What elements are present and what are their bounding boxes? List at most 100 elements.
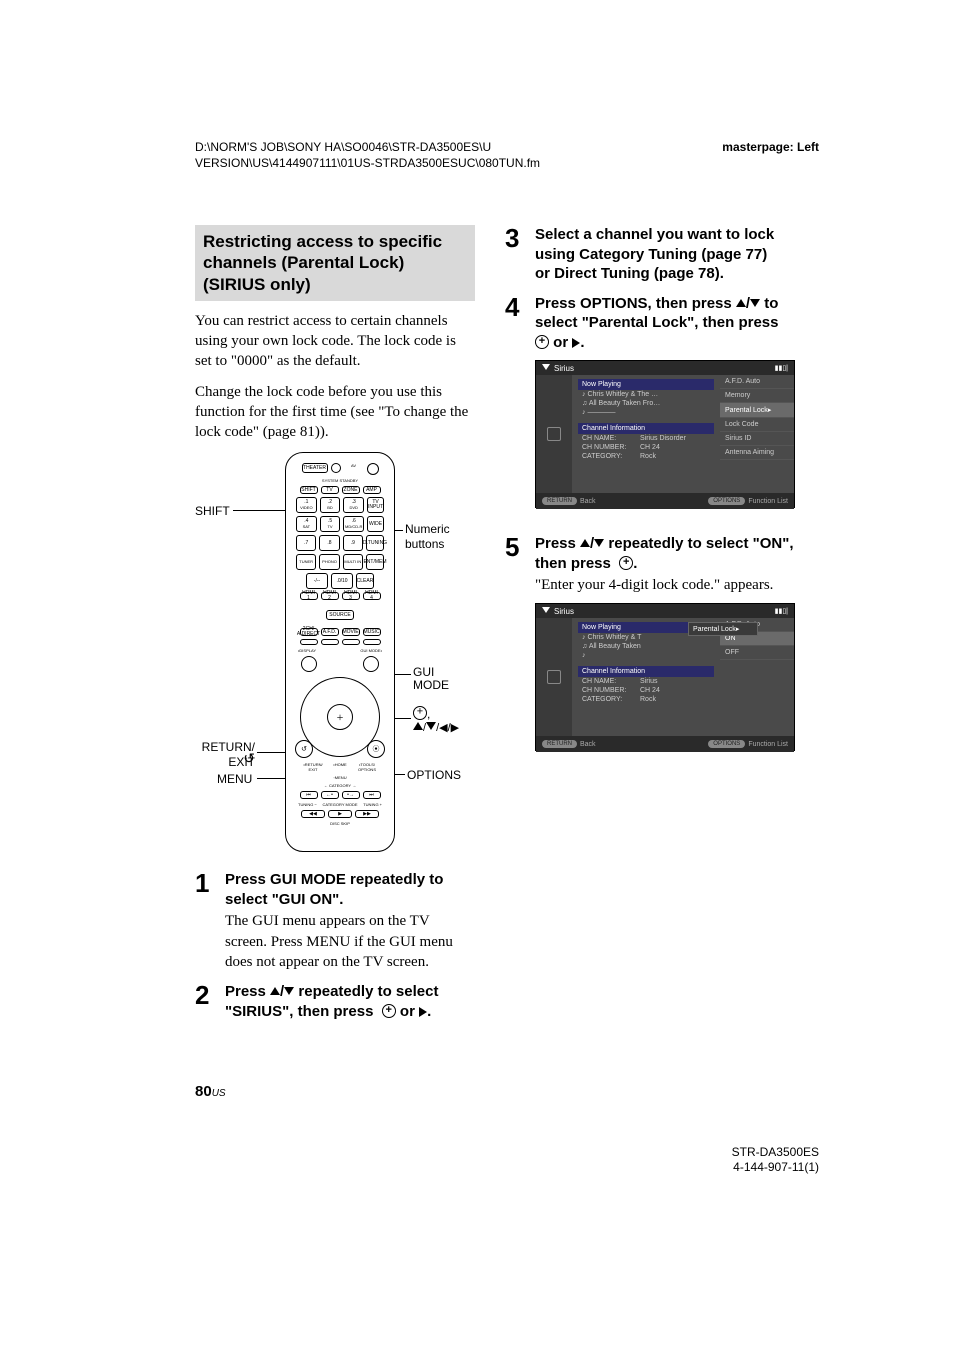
av-label: AV	[344, 463, 364, 475]
remote-body: THEATER AV SYSTEM STANDBY SHIFT TV ZONE …	[285, 452, 395, 852]
hdmi2-button: HDMI 2	[321, 592, 339, 600]
enter-icon	[382, 1004, 396, 1018]
num-2-button: .2BD	[320, 497, 341, 513]
step-3: 3 Select a channel you want to lock usin…	[505, 225, 785, 284]
catmode-label: CATEGORY MODE	[322, 802, 357, 807]
return-pill: RETURN	[542, 740, 577, 748]
source-button: SOURCE	[326, 610, 354, 620]
right-arrow-icon	[419, 1007, 427, 1017]
ch-name-row: CH NAME:Sirius	[578, 677, 714, 686]
osd-menu: A.F.D. Auto Memory Parental Lock▸ Lock C…	[720, 375, 794, 493]
callout-numeric: Numeric buttons	[405, 522, 475, 551]
footer-model: STR-DA3500ES 4-144-907-11(1)	[732, 1145, 819, 1176]
intro-para-1: You can restrict access to certain chann…	[195, 311, 475, 372]
entmem-button: ENT/MEM	[366, 554, 384, 570]
step-number: 1	[195, 870, 215, 972]
np-blank: ♪ ————	[578, 408, 714, 417]
step-number: 5	[505, 534, 525, 751]
callout-line	[393, 674, 411, 675]
ch-cat-row: CATEGORY:Rock	[578, 695, 714, 704]
ffw-button: •→	[342, 791, 360, 799]
num-1-button: .1VIDEO	[296, 497, 317, 513]
osd-afd-label: A.F.D. Auto	[720, 375, 794, 389]
theater-button: THEATER	[302, 463, 328, 473]
step-4-head: Press OPTIONS, then press / to select "P…	[535, 294, 795, 353]
discskip-label: DISC SKIP	[330, 821, 350, 826]
rew-button: ←•	[321, 791, 339, 799]
down-arrow-icon	[594, 539, 604, 547]
hdmi3-button: HDMI 3	[342, 592, 360, 600]
antenna-icon	[542, 364, 550, 372]
num-dash-button: -/--	[306, 573, 328, 589]
amp-button: AMP	[363, 486, 381, 494]
ch-info-header: Channel Information	[578, 423, 714, 434]
system-standby-label: SYSTEM STANDBY	[296, 478, 384, 483]
np-artist: ♪ Chris Whitley & The …	[578, 390, 714, 399]
osd-screenshot-1: Sirius ▮▮▯| Now Playing ♪ Chris Whitley …	[535, 360, 795, 508]
step-number: 3	[505, 225, 525, 284]
antenna-icon	[542, 607, 550, 615]
osd-titlebar: Sirius ▮▮▯|	[536, 604, 794, 618]
osd-footer: RETURN Back OPTIONS Function List	[536, 493, 794, 509]
page-number: 80US	[195, 1083, 226, 1100]
osd-left-rail	[536, 618, 572, 736]
tuning-minus-label: TUNING −	[298, 802, 317, 807]
return-exit-label: •RETURN/EXIT	[298, 762, 328, 772]
menu-antenna: Antenna Aiming	[720, 446, 794, 460]
2ch-button: 2CH/ A.DIRECT	[300, 628, 318, 636]
osd-left-rail	[536, 375, 572, 493]
tools-options-label: •TOOLS/OPTIONS	[352, 762, 382, 772]
func-label: Function List	[748, 741, 788, 748]
enter-icon	[535, 335, 549, 349]
enter-button: +	[327, 704, 353, 730]
phono-button: PHONO	[319, 554, 339, 570]
rewind-button: ◀◀	[301, 810, 325, 818]
step-number: 2	[195, 982, 215, 1021]
num-4-button: .4SAT	[296, 516, 317, 532]
menu-lock-code: Lock Code	[720, 418, 794, 432]
menu-parental-lock: Parental Lock▸	[720, 403, 794, 418]
back-label: Back	[580, 741, 596, 748]
tvinput-button: TV INPUT	[367, 497, 384, 513]
ch-info-header: Channel Information	[578, 666, 714, 677]
rail-icon	[547, 427, 561, 441]
display-label: •DISPLAY	[298, 648, 316, 653]
osd-title: Sirius	[554, 364, 574, 373]
menu-sirius-id: Sirius ID	[720, 432, 794, 446]
now-playing-header: Now Playing	[578, 379, 714, 390]
dtuning-button: D.TUNING	[366, 535, 384, 551]
menu-label: ◦MENU	[333, 775, 346, 780]
ch-name-row: CH NAME:Sirius Disorder	[578, 434, 714, 443]
func-label: Function List	[748, 498, 788, 505]
callout-options: OPTIONS	[407, 768, 461, 782]
num-9-button: .9	[343, 535, 363, 551]
section-heading: Restricting access to specific channels …	[195, 225, 475, 301]
nightmode-button	[363, 639, 381, 645]
home-label: •HOME	[333, 762, 346, 772]
step-5: 5 Press / repeatedly to select "ON", the…	[505, 534, 785, 751]
back-label: Back	[580, 498, 596, 505]
down-arrow-icon	[284, 987, 294, 995]
tv-button: TV	[321, 486, 339, 494]
np-blank: ♪	[578, 651, 714, 660]
num-8-button: .8	[319, 535, 339, 551]
signal-icon: ▮▮▯|	[775, 607, 788, 615]
callout-enter-icon: ,	[413, 706, 430, 721]
page-content: Restricting access to specific channels …	[195, 225, 785, 1031]
power-button	[367, 463, 379, 475]
osd-mid: Now Playing ♪ Chris Whitley & T ♫ All Be…	[572, 618, 720, 736]
step-5-body: "Enter your 4-digit lock code." appears.	[535, 575, 795, 595]
osd-title: Sirius	[554, 607, 574, 616]
callout-menu: MENU	[217, 772, 252, 786]
intro-para-2: Change the lock code before you use this…	[195, 382, 475, 443]
osd-titlebar: Sirius ▮▮▯|	[536, 361, 794, 375]
num-7-button: .7	[296, 535, 316, 551]
forward-button: ▶▶	[355, 810, 379, 818]
step-5-head: Press / repeatedly to select "ON", then …	[535, 534, 795, 573]
category-label: ← CATEGORY →	[324, 783, 356, 788]
right-column: 3 Select a channel you want to lock usin…	[505, 225, 785, 1031]
osd-mid: Now Playing ♪ Chris Whitley & The … ♫ Al…	[572, 375, 720, 493]
step-4: 4 Press OPTIONS, then press / to select …	[505, 294, 785, 509]
shift-button: SHIFT	[300, 486, 318, 494]
num-0-button: .0/10	[331, 573, 353, 589]
